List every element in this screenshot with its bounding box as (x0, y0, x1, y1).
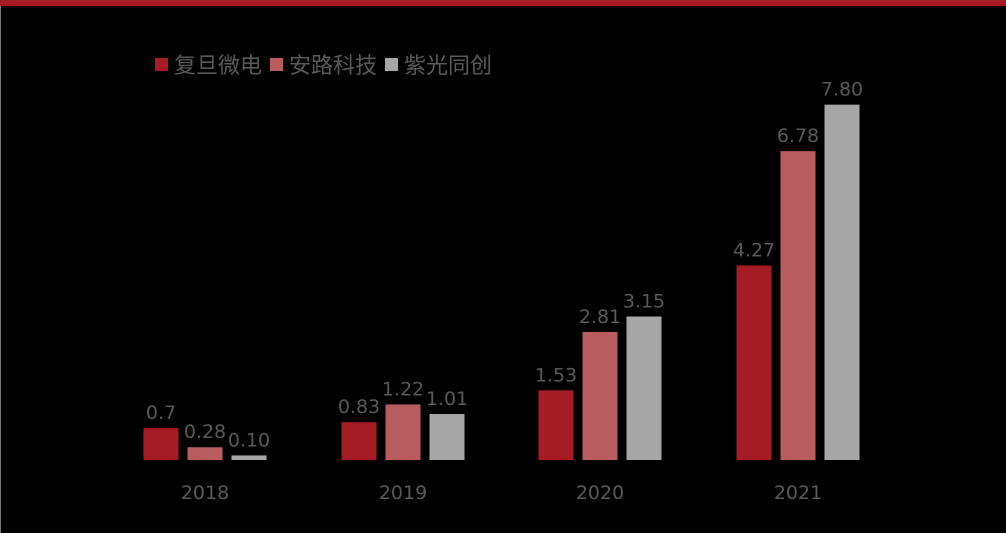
bar (341, 422, 377, 460)
data-label: 3.15 (623, 291, 665, 313)
bar (626, 316, 662, 460)
bar (187, 447, 223, 460)
bar (582, 331, 618, 460)
data-label: 1.01 (426, 388, 468, 410)
legend-item: 复旦微电 (155, 48, 262, 80)
data-label: 6.78 (777, 125, 819, 147)
x-tick-label: 2020 (576, 482, 624, 504)
data-label: 0.7 (146, 402, 176, 424)
bar (385, 404, 421, 460)
bar (824, 104, 860, 461)
data-label: 0.10 (228, 429, 270, 451)
bar (231, 455, 267, 460)
x-tick-label: 2019 (379, 482, 427, 504)
data-label: 4.27 (733, 239, 775, 261)
data-label: 1.22 (382, 378, 424, 400)
legend-label: 安路科技 (289, 54, 378, 79)
x-tick-label: 2021 (774, 482, 822, 504)
bar (780, 151, 816, 460)
data-label: 0.28 (184, 421, 226, 443)
data-label: 7.80 (821, 79, 863, 101)
x-tick-label: 2018 (181, 482, 229, 504)
bar (736, 265, 772, 460)
legend-label: 复旦微电 (174, 54, 263, 79)
legend-swatch (270, 57, 284, 71)
legend: 复旦微电 安路科技 紫光同创 (155, 48, 500, 80)
bar (143, 428, 179, 460)
legend-item: 紫光同创 (385, 48, 492, 80)
data-label: 2.81 (579, 306, 621, 328)
left-border (0, 6, 1, 533)
data-label: 1.53 (535, 364, 577, 386)
data-label: 0.83 (338, 396, 380, 418)
bar (429, 413, 465, 460)
legend-label: 紫光同创 (404, 54, 493, 79)
legend-swatch (385, 57, 399, 71)
legend-swatch (155, 57, 168, 71)
bar (538, 390, 574, 460)
top-accent-bar (0, 0, 1006, 6)
legend-item: 安路科技 (270, 48, 377, 80)
